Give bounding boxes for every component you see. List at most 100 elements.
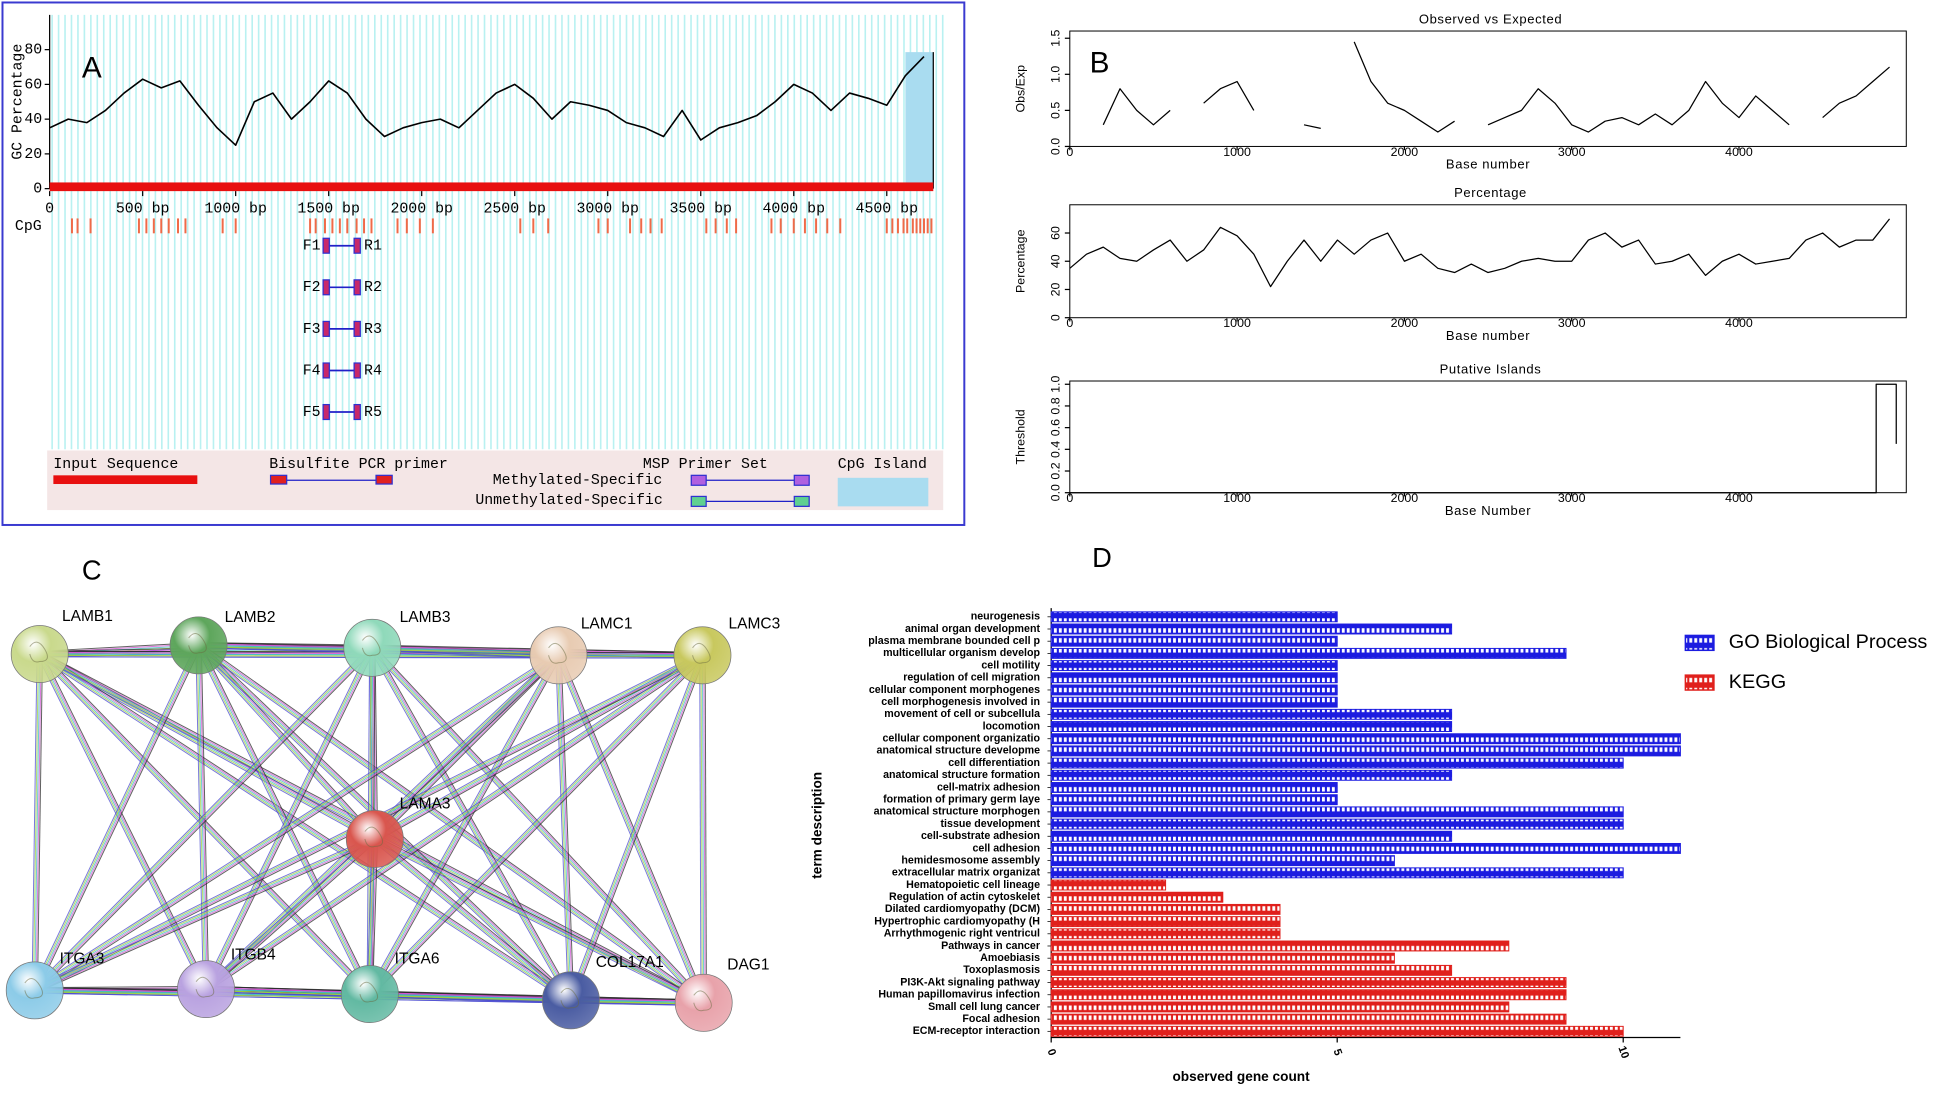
cpg-site xyxy=(919,218,922,234)
bar xyxy=(1050,855,1395,867)
x-tick-label: 2000 bp xyxy=(390,201,453,217)
track-label: CpG xyxy=(15,219,42,235)
y-tick-label: Regulation of actin cytoskelet xyxy=(889,891,1040,903)
edge xyxy=(369,654,703,995)
cpg-site xyxy=(532,218,535,234)
bar xyxy=(1050,977,1567,989)
x-axis-label: observed gene count xyxy=(1172,1069,1310,1084)
y-tick-label: cell-matrix adhesion xyxy=(937,781,1040,793)
edge xyxy=(205,654,703,990)
y-tick-label: 80 xyxy=(24,43,42,59)
forward-primer-label: F4 xyxy=(303,363,321,379)
cpg-site xyxy=(826,218,829,234)
cpg-site xyxy=(606,218,609,234)
edge xyxy=(35,841,377,994)
edge xyxy=(205,838,376,990)
edge xyxy=(207,840,377,992)
y-tick-label: cell-substrate adhesion xyxy=(921,830,1040,842)
x-tick-label: 3000 bp xyxy=(576,201,639,217)
reverse-primer-label: R5 xyxy=(364,405,382,421)
cpg-site xyxy=(167,218,170,234)
primer-start xyxy=(322,237,330,254)
y-tick-label: 20 xyxy=(24,147,42,163)
y-tick-label: cellular component morphogenes xyxy=(869,684,1040,696)
edge xyxy=(40,651,573,999)
cpg-site xyxy=(396,218,399,234)
y-tick-label: 0.0 xyxy=(1048,138,1062,155)
x-tick-label: 1000 xyxy=(1223,491,1251,505)
panel-label: A xyxy=(82,51,102,84)
cpg-site xyxy=(926,218,929,234)
bar xyxy=(1050,989,1567,1001)
edge xyxy=(373,646,573,1000)
edge xyxy=(35,654,42,991)
y-tick-label: ECM-receptor interaction xyxy=(913,1025,1040,1037)
y-tick-label: 40 xyxy=(24,112,42,128)
edge xyxy=(569,654,702,1000)
edge xyxy=(40,652,372,994)
edge xyxy=(370,655,704,996)
y-tick-label: 40 xyxy=(1048,254,1062,268)
cpg-site xyxy=(911,218,914,234)
node-structure xyxy=(560,988,580,1009)
cpg-site xyxy=(405,218,408,234)
y-axis-label: Threshold xyxy=(1014,409,1028,464)
edge xyxy=(34,647,373,991)
y-tick-label: 60 xyxy=(24,77,42,93)
legend-text: CpG Island xyxy=(838,457,927,473)
bar xyxy=(1050,940,1510,952)
edge xyxy=(572,656,706,1002)
panel-label: D xyxy=(1092,542,1112,573)
node-label: ITGB4 xyxy=(231,947,276,964)
x-tick-label: 0 xyxy=(1066,316,1073,330)
y-tick-label: movement of cell or subcellula xyxy=(884,708,1040,720)
legend-swatch xyxy=(375,474,393,485)
x-tick-label: 1000 bp xyxy=(204,201,267,217)
node-label: DAG1 xyxy=(727,957,769,974)
node-structure xyxy=(195,976,215,998)
cpg-site xyxy=(770,218,773,234)
cpg-island-band xyxy=(905,52,934,189)
data-line xyxy=(49,56,925,147)
node xyxy=(541,971,600,1030)
cpg-site xyxy=(137,218,140,234)
y-tick-label: Pathways in cancer xyxy=(941,940,1040,952)
edge xyxy=(699,655,702,1003)
cpg-site xyxy=(547,218,550,234)
plot-frame xyxy=(1069,30,1907,147)
cpg-site xyxy=(177,218,179,234)
legend-swatch xyxy=(1684,634,1715,652)
y-tick-label: anatomical structure formation xyxy=(883,769,1040,781)
edge xyxy=(198,645,371,995)
edge xyxy=(41,652,209,989)
edge xyxy=(34,838,376,991)
node xyxy=(673,626,732,685)
cpg-site xyxy=(885,218,888,234)
legend-text: Methylated-Specific xyxy=(493,473,663,489)
edge xyxy=(37,655,570,1004)
cpg-site xyxy=(184,218,187,234)
edge xyxy=(196,645,370,995)
edge xyxy=(557,655,572,1001)
edge xyxy=(34,654,559,991)
y-tick-label: 0.2 xyxy=(1048,462,1062,479)
edge xyxy=(567,654,701,1000)
x-tick-label: 2000 xyxy=(1391,145,1419,159)
x-tick-label: 1500 bp xyxy=(297,201,360,217)
y-tick-label: Toxoplasmosis xyxy=(963,964,1040,976)
data-line xyxy=(1102,41,1890,133)
cpg-site xyxy=(649,218,652,234)
bar xyxy=(1050,708,1453,720)
edge xyxy=(558,655,705,1003)
y-tick-label: 0 xyxy=(33,182,42,198)
y-axis-label: GC Percentage xyxy=(10,44,26,160)
x-tick-label: 3000 xyxy=(1558,491,1586,505)
y-tick-label: Dilated cardiomyopathy (DCM) xyxy=(885,903,1041,915)
edge xyxy=(369,648,569,1002)
forward-primer-label: F1 xyxy=(303,239,321,255)
edge xyxy=(36,655,205,991)
edge xyxy=(38,654,571,1002)
bar xyxy=(1050,879,1167,891)
node xyxy=(340,965,399,1024)
legend-swatch xyxy=(690,495,707,507)
